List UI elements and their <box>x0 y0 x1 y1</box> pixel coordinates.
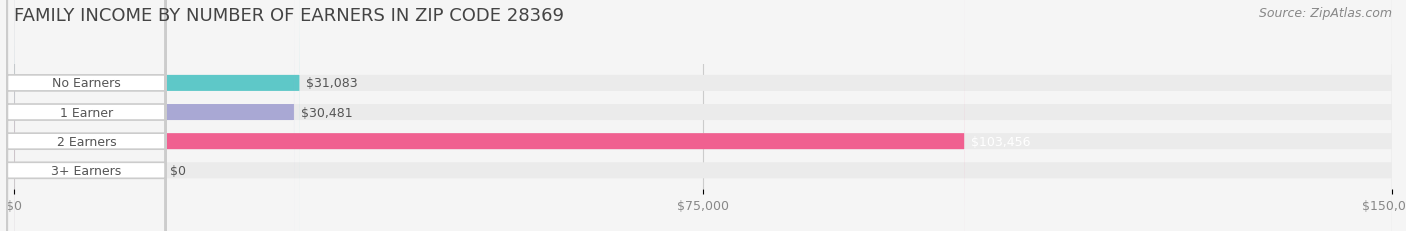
FancyBboxPatch shape <box>14 0 1392 231</box>
FancyBboxPatch shape <box>14 0 1392 231</box>
Text: 3+ Earners: 3+ Earners <box>51 164 121 177</box>
FancyBboxPatch shape <box>14 0 1392 231</box>
FancyBboxPatch shape <box>14 0 965 231</box>
Text: $31,083: $31,083 <box>307 77 359 90</box>
FancyBboxPatch shape <box>14 0 1392 231</box>
FancyBboxPatch shape <box>7 0 166 231</box>
Text: 1 Earner: 1 Earner <box>60 106 112 119</box>
FancyBboxPatch shape <box>14 0 294 231</box>
Text: 2 Earners: 2 Earners <box>56 135 117 148</box>
Text: $30,481: $30,481 <box>301 106 353 119</box>
Text: Source: ZipAtlas.com: Source: ZipAtlas.com <box>1258 7 1392 20</box>
FancyBboxPatch shape <box>7 0 166 231</box>
FancyBboxPatch shape <box>7 0 166 231</box>
Text: $0: $0 <box>170 164 187 177</box>
FancyBboxPatch shape <box>7 0 166 231</box>
Text: $103,456: $103,456 <box>972 135 1031 148</box>
Text: No Earners: No Earners <box>52 77 121 90</box>
Text: FAMILY INCOME BY NUMBER OF EARNERS IN ZIP CODE 28369: FAMILY INCOME BY NUMBER OF EARNERS IN ZI… <box>14 7 564 25</box>
FancyBboxPatch shape <box>14 0 299 231</box>
